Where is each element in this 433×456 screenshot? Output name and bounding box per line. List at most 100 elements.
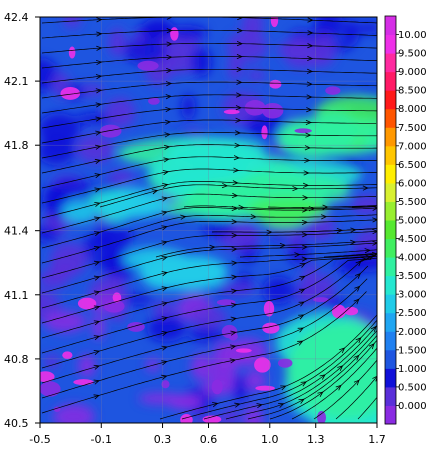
colorbar-swatch <box>385 90 396 110</box>
streamline-arrow <box>301 232 309 238</box>
streamline <box>41 29 377 39</box>
streamline-arrow <box>95 59 103 66</box>
x-tick-label: -0.1 <box>91 433 112 446</box>
colorbar-label: 8.000 <box>398 104 427 115</box>
field-patch <box>136 23 176 40</box>
streamline-arrow <box>301 256 308 262</box>
colorbar-label: 6.500 <box>398 160 427 171</box>
streamline-arrow <box>93 275 101 281</box>
field-patch <box>40 225 60 242</box>
streamline-arrow <box>250 214 257 220</box>
streamline-arrow <box>164 132 171 138</box>
field-patch <box>316 274 335 303</box>
streamline-arrow <box>95 102 102 108</box>
streamline-arrow <box>370 325 377 332</box>
field-patch <box>146 315 187 342</box>
streamline-arrow <box>231 246 238 252</box>
streamline-arrow <box>266 229 273 235</box>
streamline <box>181 319 377 420</box>
streamline-arrow <box>94 201 101 207</box>
streamline <box>41 242 377 294</box>
streamline-arrow <box>212 402 219 408</box>
streamline <box>41 168 377 204</box>
streamline-arrow <box>162 182 169 189</box>
streamline-arrow <box>94 187 101 193</box>
colorbar-swatch <box>385 182 396 202</box>
streamline-arrow <box>161 316 169 322</box>
colorbar-label: 0.500 <box>398 382 427 393</box>
colorbar-label: 4.000 <box>398 253 427 264</box>
streamline-arrow <box>231 232 238 238</box>
field-spot <box>77 297 97 310</box>
x-tick-label: 1.7 <box>368 433 386 446</box>
field-spot <box>202 415 222 423</box>
field-band <box>160 255 228 287</box>
field-spot <box>313 297 329 303</box>
streamline <box>269 339 377 420</box>
streamline-arrow <box>234 130 242 136</box>
y-axis: 40.5 40.8 41.1 41.4 41.8 42.1 42.4 <box>4 11 40 430</box>
streamline-arrow <box>301 244 309 250</box>
streamline-arrow <box>299 263 307 268</box>
streamline <box>41 219 377 264</box>
colorbar-label: 4.500 <box>398 234 427 245</box>
field-spot <box>216 299 236 306</box>
streamline-arrow <box>166 54 173 60</box>
streamline-arrow <box>95 144 102 150</box>
streamline-arrow <box>365 254 372 260</box>
streamline-arrow <box>161 374 168 380</box>
colorbar-label: 5.500 <box>398 197 427 208</box>
colorbar-swatch <box>385 145 396 165</box>
field-patch <box>76 134 115 164</box>
colorbar-label: 0.000 <box>398 401 427 412</box>
field-spot <box>269 79 282 89</box>
streamline-arrow <box>94 216 101 222</box>
field-spot <box>170 27 179 41</box>
streamline-arrow <box>230 344 237 350</box>
colorbar-swatch <box>385 201 396 221</box>
streamline-arrow <box>322 204 329 210</box>
streamline-arrow <box>304 157 311 163</box>
field-patch <box>52 403 95 423</box>
streamline-arrow <box>301 219 309 225</box>
streamline-arrow <box>278 403 285 408</box>
field-spot <box>223 109 240 115</box>
streamline-arrow <box>292 186 299 192</box>
streamline-arrow <box>95 74 103 80</box>
colorbar-label: 7.000 <box>398 141 427 152</box>
field-spot <box>277 358 293 368</box>
colorbar-label: 5.000 <box>398 216 427 227</box>
field-patch <box>246 69 266 82</box>
x-tick-label: 1.0 <box>261 433 279 446</box>
streamline-arrow <box>238 204 245 210</box>
field-spot <box>325 86 341 95</box>
field-patch <box>212 341 242 370</box>
streamline <box>225 329 377 420</box>
streamline-arrow <box>233 155 240 161</box>
streamline-arrow <box>231 274 238 280</box>
field-spot <box>228 331 238 341</box>
field-patch <box>43 310 87 333</box>
field-patch <box>123 293 154 305</box>
streamline-arrow <box>372 375 377 382</box>
streamline-arrow <box>339 347 346 354</box>
streamline-arrow <box>166 41 173 47</box>
streamline <box>295 228 376 233</box>
streamline-arrow <box>303 170 310 176</box>
field-spot <box>316 410 327 423</box>
colorbar-swatch <box>385 386 396 406</box>
streamline-arrow <box>306 107 313 113</box>
streamline-arrow <box>294 252 301 258</box>
colorbar: 0.000 0.500 1.000 1.500 2.000 2.500 3.000 3.500… <box>384 15 427 425</box>
streamline-arrow <box>297 340 304 346</box>
colorbar-swatch <box>385 238 396 258</box>
field-patch <box>63 17 82 29</box>
streamline <box>41 207 377 249</box>
field-spot <box>40 371 55 383</box>
streamline-arrow <box>353 298 360 305</box>
field-spot <box>294 128 312 134</box>
field-spot <box>254 357 271 373</box>
streamline <box>41 68 377 84</box>
colorbar-swatch <box>385 275 396 295</box>
field-spot <box>180 414 193 423</box>
